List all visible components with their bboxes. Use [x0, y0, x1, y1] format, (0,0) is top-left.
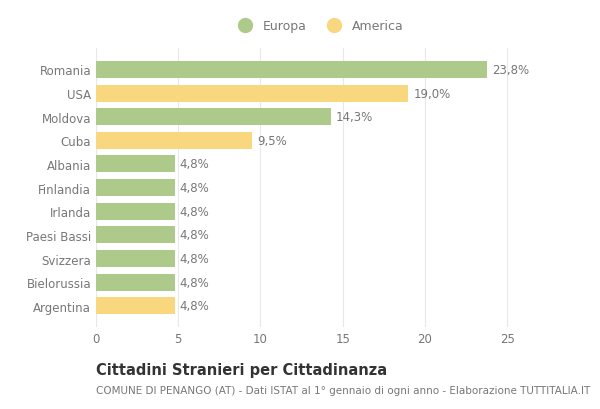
Text: 9,5%: 9,5%: [257, 135, 287, 148]
Text: 23,8%: 23,8%: [493, 64, 529, 77]
Bar: [96, 180, 175, 197]
Text: Cittadini Stranieri per Cittadinanza: Cittadini Stranieri per Cittadinanza: [96, 362, 387, 377]
Text: 19,0%: 19,0%: [413, 87, 451, 100]
Text: 4,8%: 4,8%: [180, 205, 209, 218]
Text: 4,8%: 4,8%: [180, 229, 209, 242]
Text: 4,8%: 4,8%: [180, 299, 209, 312]
Legend: Europa, America: Europa, America: [229, 16, 407, 37]
Bar: [96, 250, 175, 267]
Bar: [96, 203, 175, 220]
Bar: [96, 298, 175, 315]
Bar: [96, 274, 175, 291]
Bar: [96, 85, 409, 102]
Bar: [96, 133, 252, 149]
Bar: [96, 62, 487, 79]
Text: 4,8%: 4,8%: [180, 276, 209, 289]
Text: 4,8%: 4,8%: [180, 252, 209, 265]
Text: COMUNE DI PENANGO (AT) - Dati ISTAT al 1° gennaio di ogni anno - Elaborazione TU: COMUNE DI PENANGO (AT) - Dati ISTAT al 1…: [96, 385, 590, 395]
Text: 4,8%: 4,8%: [180, 158, 209, 171]
Text: 4,8%: 4,8%: [180, 182, 209, 195]
Bar: [96, 227, 175, 244]
Bar: [96, 109, 331, 126]
Text: 14,3%: 14,3%: [336, 111, 373, 124]
Bar: [96, 156, 175, 173]
